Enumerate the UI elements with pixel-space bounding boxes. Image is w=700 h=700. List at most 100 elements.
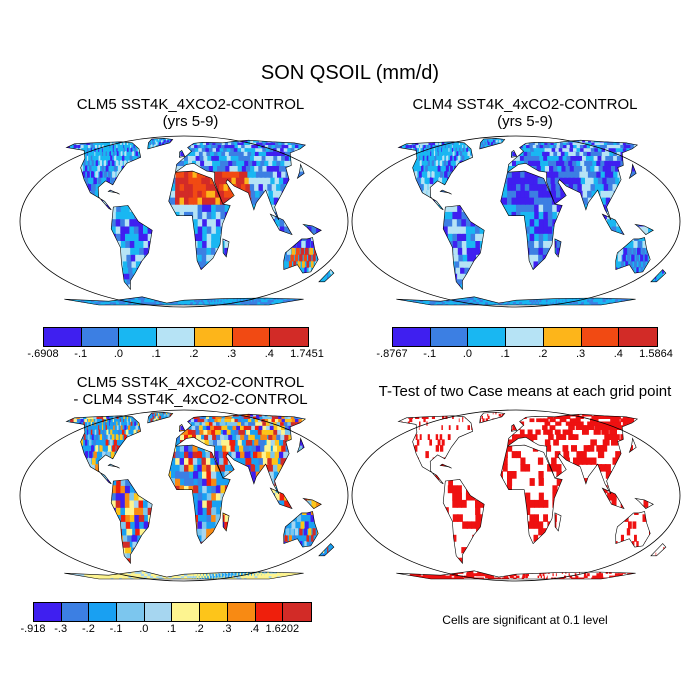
- grid-cell: [374, 254, 381, 261]
- grid-cell: [159, 296, 165, 300]
- grid-cell: [222, 171, 228, 178]
- grid-cell: [632, 247, 637, 255]
- grid-cell: [446, 155, 449, 161]
- panel1-map: [19, 135, 349, 308]
- grid-cell: [277, 171, 284, 178]
- grid-cell: [519, 151, 525, 156]
- grid-cell: [203, 283, 208, 289]
- grid-cell: [337, 261, 339, 268]
- grid-cell: [25, 226, 31, 234]
- grid-cell: [73, 144, 77, 149]
- grid-cell: [260, 240, 266, 248]
- grid-cell: [282, 197, 289, 205]
- grid-cell: [496, 155, 501, 161]
- grid-cell: [281, 190, 288, 198]
- grid-cell: [562, 299, 564, 303]
- grid-cell: [124, 211, 130, 220]
- grid-cell: [234, 225, 240, 234]
- grid-cell: [611, 218, 617, 227]
- grid-cell: [302, 183, 309, 191]
- grid-cell: [98, 204, 103, 212]
- grid-cell: [318, 273, 321, 280]
- grid-cell: [621, 292, 624, 297]
- grid-cell: [671, 226, 676, 234]
- grid-cell: [621, 183, 628, 191]
- grid-cell: [258, 151, 267, 156]
- grid-cell: [419, 273, 427, 280]
- grid-cell: [452, 240, 459, 248]
- grid-cell: [661, 218, 666, 227]
- grid-cell: [101, 147, 103, 152]
- grid-cell: [261, 267, 265, 274]
- grid-cell: [312, 160, 321, 166]
- grid-cell: [224, 160, 230, 166]
- grid-cell: [583, 247, 588, 255]
- grid-cell: [429, 177, 434, 185]
- grid-cell: [279, 283, 281, 289]
- grid-cell: [616, 160, 624, 166]
- grid-cell: [636, 177, 644, 185]
- grid-cell: [518, 139, 523, 143]
- grid-cell: [130, 141, 132, 145]
- grid-cell: [566, 211, 572, 220]
- grid-cell: [544, 147, 551, 152]
- grid-cell: [593, 233, 598, 241]
- grid-cell: [566, 303, 571, 305]
- grid-cell: [428, 283, 436, 289]
- grid-cell: [537, 147, 543, 152]
- grid-cell: [232, 254, 238, 262]
- grid-cell: [181, 139, 185, 143]
- grid-cell: [484, 296, 490, 300]
- grid-cell: [553, 151, 560, 156]
- grid-cell: [637, 247, 641, 255]
- grid-cell: [238, 233, 244, 241]
- grid-cell: [523, 296, 527, 300]
- grid-cell: [308, 190, 315, 198]
- grid-cell: [640, 254, 644, 262]
- grid-cell: [110, 288, 118, 294]
- grid-cell: [74, 225, 81, 234]
- grid-cell: [609, 254, 613, 262]
- grid-cell: [109, 260, 116, 268]
- grid-cell: [452, 225, 458, 234]
- grid-cell: [257, 155, 265, 161]
- grid-cell: [665, 233, 666, 241]
- grid-cell: [453, 190, 459, 198]
- grid-cell: [520, 233, 526, 241]
- grid-cell: [131, 260, 138, 268]
- grid-cell: [92, 218, 99, 227]
- grid-cell: [330, 267, 332, 274]
- grid-cell: [229, 303, 233, 305]
- grid-cell: [604, 171, 612, 178]
- grid-cell: [561, 233, 567, 241]
- grid-cell: [70, 183, 74, 191]
- grid-cell: [323, 171, 332, 178]
- grid-cell: [53, 240, 59, 248]
- grid-cell: [519, 141, 524, 145]
- grid-cell: [625, 183, 633, 191]
- grid-cell: [158, 177, 163, 185]
- grid-cell: [324, 204, 330, 212]
- grid-cell: [303, 190, 311, 198]
- grid-cell: [549, 299, 551, 303]
- grid-cell: [144, 299, 151, 303]
- grid-cell: [529, 218, 535, 227]
- grid-cell: [123, 267, 130, 274]
- grid-cell: [406, 225, 413, 234]
- grid-cell: [129, 240, 136, 248]
- grid-cell: [205, 147, 211, 152]
- grid-cell: [249, 260, 254, 268]
- grid-cell: [320, 225, 326, 234]
- grid-cell: [129, 204, 135, 212]
- grid-cell: [475, 139, 477, 143]
- grid-cell: [139, 197, 144, 205]
- grid-cell: [268, 171, 276, 178]
- grid-cell: [261, 155, 269, 161]
- grid-cell: [233, 204, 240, 212]
- grid-cell: [384, 211, 389, 219]
- grid-cell: [189, 139, 195, 143]
- grid-cell: [461, 204, 467, 212]
- grid-cell: [171, 278, 177, 285]
- grid-cell: [229, 218, 235, 227]
- grid-cell: [571, 303, 576, 305]
